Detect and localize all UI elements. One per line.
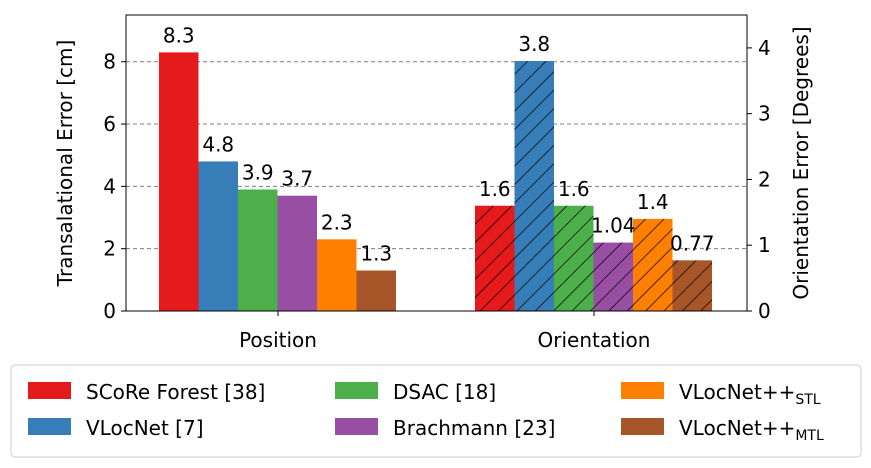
bar-value-labels: 8.34.83.9 3.72.31.31.63.81.61.041.40.77 bbox=[163, 23, 715, 265]
bar-hatch-overlay bbox=[633, 218, 673, 311]
left-tick-label: 6 bbox=[103, 112, 116, 136]
bar-value-label: 1.6 bbox=[558, 177, 590, 201]
legend-label-subscript: STL bbox=[795, 392, 820, 408]
legend-label: SCoRe Forest [38] bbox=[86, 380, 265, 404]
legend-swatch bbox=[28, 382, 71, 399]
legend-label-text: DSAC [18] bbox=[393, 380, 496, 404]
x-tick-label-position: Position bbox=[239, 328, 317, 352]
bar-value-label: 0.77 bbox=[670, 231, 715, 255]
bar-value-label: 3.7 bbox=[281, 167, 313, 191]
right-tick-label: 3 bbox=[758, 102, 771, 126]
legend-swatch bbox=[28, 418, 71, 435]
right-tick-label: 1 bbox=[758, 233, 771, 257]
bar-position-1 bbox=[159, 52, 199, 312]
left-tick-label: 0 bbox=[103, 299, 116, 323]
bar-position-6 bbox=[356, 270, 396, 311]
legend-label: VLocNet++MTL bbox=[679, 416, 824, 444]
legend-label-text: VLocNet++ bbox=[679, 416, 795, 440]
right-tick-label: 4 bbox=[758, 36, 771, 60]
bar-value-label: 3.8 bbox=[518, 32, 550, 56]
bar-value-label: 1.4 bbox=[637, 190, 669, 214]
bar-hatch-overlay bbox=[475, 205, 515, 311]
bar-value-label: 1.6 bbox=[479, 177, 511, 201]
legend-label: VLocNet [7] bbox=[86, 416, 204, 440]
legend-label: DSAC [18] bbox=[393, 380, 496, 404]
right-tick-label: 0 bbox=[758, 299, 771, 323]
bar-hatch-overlay bbox=[554, 205, 594, 311]
bar-hatch-overlay bbox=[672, 260, 712, 311]
legend-label-text: SCoRe Forest [38] bbox=[86, 380, 265, 404]
legend-swatch bbox=[621, 382, 664, 399]
left-tick-label: 2 bbox=[103, 237, 116, 261]
bars bbox=[159, 52, 712, 312]
grid-lines bbox=[126, 61, 747, 250]
bar-position-5 bbox=[317, 239, 357, 311]
legend-label: Brachmann [23] bbox=[393, 416, 555, 440]
legend-swatch bbox=[335, 418, 378, 435]
bar-position-3 bbox=[238, 189, 278, 311]
left-tick-label: 8 bbox=[103, 50, 116, 74]
legend-label-text: VLocNet [7] bbox=[86, 416, 204, 440]
bar-value-label: 2.3 bbox=[321, 210, 353, 234]
legend-label-text: VLocNet++ bbox=[679, 380, 795, 404]
left-tick-label: 4 bbox=[103, 174, 116, 198]
legend-label: VLocNet++STL bbox=[679, 380, 821, 408]
right-tick-label: 2 bbox=[758, 167, 771, 191]
legend-frame bbox=[10, 364, 862, 458]
legend-label-text: Brachmann [23] bbox=[393, 416, 555, 440]
bar-value-label: 1.04 bbox=[591, 214, 636, 238]
legend: SCoRe Forest [38] VLocNet [7] DSAC [18] Bra… bbox=[10, 364, 862, 458]
plot-frame bbox=[125, 14, 748, 312]
bar-position-2 bbox=[198, 161, 238, 311]
legend-swatch bbox=[335, 382, 378, 399]
bar-value-label: 8.3 bbox=[163, 23, 195, 47]
legend-swatch bbox=[621, 418, 664, 435]
legend-label-subscript: MTL bbox=[795, 428, 824, 444]
bar-value-label: 4.8 bbox=[202, 132, 234, 156]
right-axis-title: Orientation Error [Degrees] bbox=[789, 26, 813, 299]
x-tick-label-orientation: Orientation bbox=[538, 328, 651, 352]
left-axis-title: Transalational Error [cm] bbox=[53, 40, 77, 288]
bar-hatch-overlay bbox=[514, 61, 554, 311]
bar-value-label: 1.3 bbox=[360, 241, 392, 265]
bar-position-4 bbox=[277, 195, 317, 311]
bar-hatch-overlay bbox=[593, 242, 633, 311]
bar-value-label: 3.9 bbox=[242, 160, 274, 184]
axes: 0 2 4 6 8 0 1 2 3 4 bbox=[103, 36, 770, 323]
